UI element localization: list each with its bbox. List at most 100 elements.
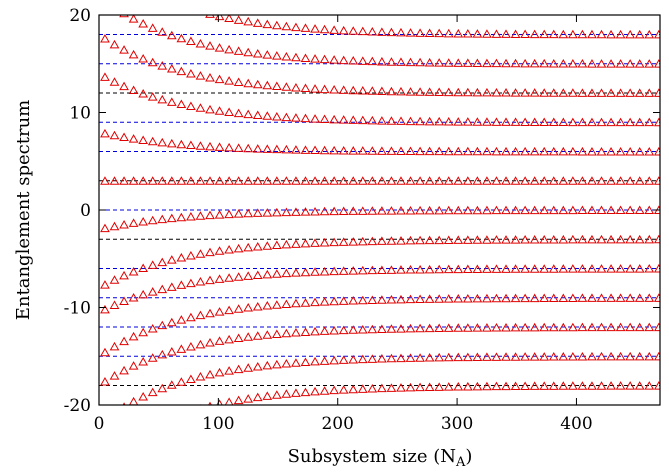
data-point [529, 146, 540, 156]
data-point [568, 293, 578, 302]
data-point [539, 176, 550, 185]
data-point [128, 134, 139, 143]
data-point [424, 87, 435, 96]
data-point [529, 352, 540, 361]
data-point [300, 207, 311, 216]
data-point [453, 146, 464, 156]
data-point [405, 235, 416, 245]
data-point [405, 323, 416, 333]
data-point [243, 16, 254, 26]
data-point [606, 29, 616, 39]
data-point [644, 381, 655, 390]
data-point [147, 387, 158, 397]
data-point [415, 205, 425, 215]
data-point [338, 325, 349, 335]
data-point [138, 176, 149, 185]
data-point [128, 176, 139, 185]
data-point [472, 205, 483, 215]
data-point [147, 92, 158, 101]
data-point [587, 205, 597, 215]
data-point [329, 114, 340, 124]
data-point [415, 294, 425, 304]
data-point [424, 323, 435, 333]
data-point [625, 351, 636, 361]
data-point [157, 284, 168, 294]
data-point [405, 382, 416, 392]
data-point [434, 58, 445, 67]
data-point [625, 293, 636, 302]
data-point [109, 39, 120, 49]
data-point [424, 205, 435, 215]
data-point [587, 351, 597, 361]
data-point [205, 337, 215, 347]
data-point [319, 84, 330, 94]
data-point [138, 289, 149, 299]
data-point [348, 115, 359, 124]
data-point [177, 2, 185, 9]
data-point [625, 264, 636, 273]
data-point [176, 212, 187, 222]
data-point [119, 365, 129, 375]
data-point [377, 86, 387, 96]
data-point [214, 246, 225, 255]
data-point [568, 205, 578, 215]
data-point [348, 354, 359, 364]
data-point [587, 264, 597, 273]
y-axis-label: Entanglement spectrum [13, 100, 34, 320]
data-point [138, 356, 149, 366]
data-point [319, 145, 330, 155]
data-point [224, 107, 234, 116]
data-point [243, 271, 254, 280]
data-point [443, 264, 454, 274]
data-point [625, 205, 636, 215]
data-point [176, 377, 187, 386]
data-point [310, 356, 320, 366]
data-point [329, 385, 340, 395]
data-point [291, 176, 301, 185]
data-point [367, 383, 378, 393]
data-point [434, 264, 445, 274]
data-point [348, 325, 359, 334]
data-point [453, 352, 464, 362]
data-point [568, 351, 578, 361]
data-point [291, 388, 301, 397]
data-point [405, 116, 416, 126]
data-point [529, 176, 540, 185]
data-point [100, 72, 110, 81]
data-point [319, 266, 330, 276]
data-point [548, 264, 559, 273]
data-point [558, 146, 569, 156]
data-point [186, 374, 196, 383]
data-point [615, 264, 626, 273]
data-point [501, 293, 511, 303]
data-point [166, 255, 177, 264]
data-point [338, 85, 349, 94]
x-tick-label: 200 [321, 414, 353, 434]
data-point [520, 146, 530, 156]
data-point [558, 117, 569, 127]
data-point [291, 268, 301, 277]
data-point [300, 357, 311, 367]
x-tick-label: 0 [94, 414, 105, 434]
data-point [462, 293, 473, 303]
data-markers [100, 2, 660, 405]
data-point [271, 111, 282, 121]
data-point [386, 265, 397, 274]
data-point [262, 269, 273, 279]
data-point [233, 364, 244, 374]
data-point [205, 72, 215, 82]
data-point [300, 267, 311, 277]
data-point [243, 242, 254, 252]
data-point [166, 346, 177, 356]
data-point [472, 146, 483, 156]
data-point [348, 55, 359, 65]
data-point [243, 394, 254, 403]
data-point [338, 115, 349, 124]
data-point [281, 268, 292, 278]
data-point [434, 294, 445, 303]
data-point [281, 389, 292, 398]
data-point [510, 293, 521, 303]
data-point [577, 176, 588, 185]
data-point [271, 240, 282, 250]
data-point [434, 382, 445, 391]
